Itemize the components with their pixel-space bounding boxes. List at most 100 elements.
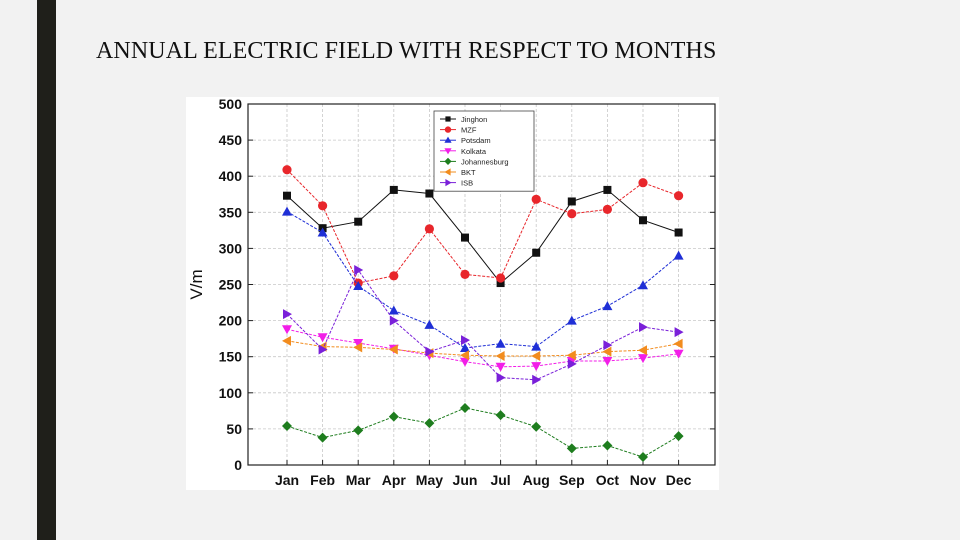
data-point-johannesburg [460,402,470,413]
legend-marker [444,168,451,176]
series-line-isb [286,269,679,381]
data-point-potsdam [566,315,577,325]
data-point-mzf [496,273,506,283]
x-tick-label: Dec [666,472,692,488]
data-point-mzf [531,194,541,204]
data-point-kolkata [495,362,506,372]
data-point-mzf [567,209,577,219]
y-tick-label: 300 [219,240,243,256]
data-point-jinghon [496,279,505,288]
y-tick-label: 200 [219,313,243,329]
x-tick-label: Sep [559,472,585,488]
data-point-mzf [460,269,470,279]
legend-marker [444,126,452,133]
series-line-bkt [286,340,679,357]
series-line-jinghon [286,189,679,284]
data-point-bkt [566,350,576,361]
data-point-potsdam [282,206,292,216]
data-point-jinghon [532,248,541,257]
x-tick-label: Aug [523,472,550,488]
legend-label: BKT [461,168,476,177]
x-tick-label: Oct [596,472,620,488]
x-tick-label: Apr [382,472,407,488]
x-tick-label: May [416,472,443,488]
data-point-jinghon [639,216,647,225]
y-tick-label: 50 [226,421,242,437]
y-axis-label: V/m [187,269,206,299]
data-point-mzf [674,191,684,201]
data-point-mzf [424,224,434,234]
data-point-isb [461,335,470,346]
data-point-isb [532,374,542,385]
slide-title: ANNUAL ELECTRIC FIELD WITH RESPECT TO MO… [96,38,717,64]
legend-label: Jinghon [461,115,487,124]
y-tick-label: 150 [219,349,243,365]
legend-marker [445,116,451,122]
x-tick-label: Jan [275,472,299,488]
y-tick-label: 350 [219,204,243,220]
data-point-bkt [602,346,612,357]
legend-marker [444,136,452,143]
data-point-bkt [460,350,469,361]
legend-marker [445,179,452,187]
x-tick-label: Feb [310,472,335,488]
data-point-johannesburg [673,431,684,442]
x-tick-label: Jul [490,472,510,488]
data-point-johannesburg [566,443,577,454]
data-point-potsdam [531,341,542,351]
data-point-mzf [318,201,328,211]
data-point-mzf [602,204,612,215]
y-tick-label: 250 [219,277,243,293]
data-point-johannesburg [282,421,292,432]
data-point-kolkata [638,354,648,364]
line-chart: 0 50 100 150 200 250 300 350 400 450 500 Jan Feb Mar A… [187,97,716,488]
x-tick-label: Jun [453,472,478,488]
data-point-mzf [389,271,399,281]
series-line-kolkata [286,328,679,368]
data-point-kolkata [317,333,328,343]
x-tick-label: Mar [346,472,371,488]
data-point-potsdam [424,319,435,329]
data-point-potsdam [602,301,613,311]
data-point-jinghon [603,185,612,194]
data-point-isb [639,322,648,333]
data-point-kolkata [353,338,364,348]
data-point-bkt [388,344,398,355]
data-point-bkt [673,338,683,349]
legend-label: ISB [461,179,473,188]
data-point-isb [389,315,399,326]
data-point-bkt [638,345,647,356]
data-point-mzf [638,178,648,188]
data-point-isb [496,372,506,383]
data-point-mzf [282,165,292,175]
data-point-potsdam [638,280,648,290]
legend-label: MZF [461,126,477,135]
data-point-jinghon [461,233,469,242]
data-point-johannesburg [638,452,648,463]
data-point-johannesburg [495,410,506,421]
data-point-johannesburg [602,440,613,451]
data-point-bkt [531,350,541,361]
y-tick-label: 0 [234,457,242,473]
data-point-potsdam [388,305,399,315]
legend-marker [444,148,452,155]
legend-label: Potsdam [461,136,491,145]
series-line-johannesburg [286,407,679,458]
series-line-potsdam [286,211,679,349]
data-point-kolkata [460,357,470,367]
accent-bar [37,0,56,540]
data-point-isb [674,327,684,338]
data-point-isb [283,309,292,320]
data-point-potsdam [460,343,470,353]
y-tick-label: 500 [219,97,243,112]
data-point-bkt [282,335,291,346]
y-tick-label: 450 [219,132,243,148]
legend-label: Kolkata [461,147,487,156]
data-point-isb [318,344,328,355]
data-point-bkt [495,350,505,361]
data-point-jinghon [354,217,363,226]
data-point-isb [354,265,364,276]
chart-panel: 0 50 100 150 200 250 300 350 400 450 500 Jan Feb Mar A… [186,97,719,490]
data-point-jinghon [674,228,683,237]
legend-marker [444,157,452,165]
